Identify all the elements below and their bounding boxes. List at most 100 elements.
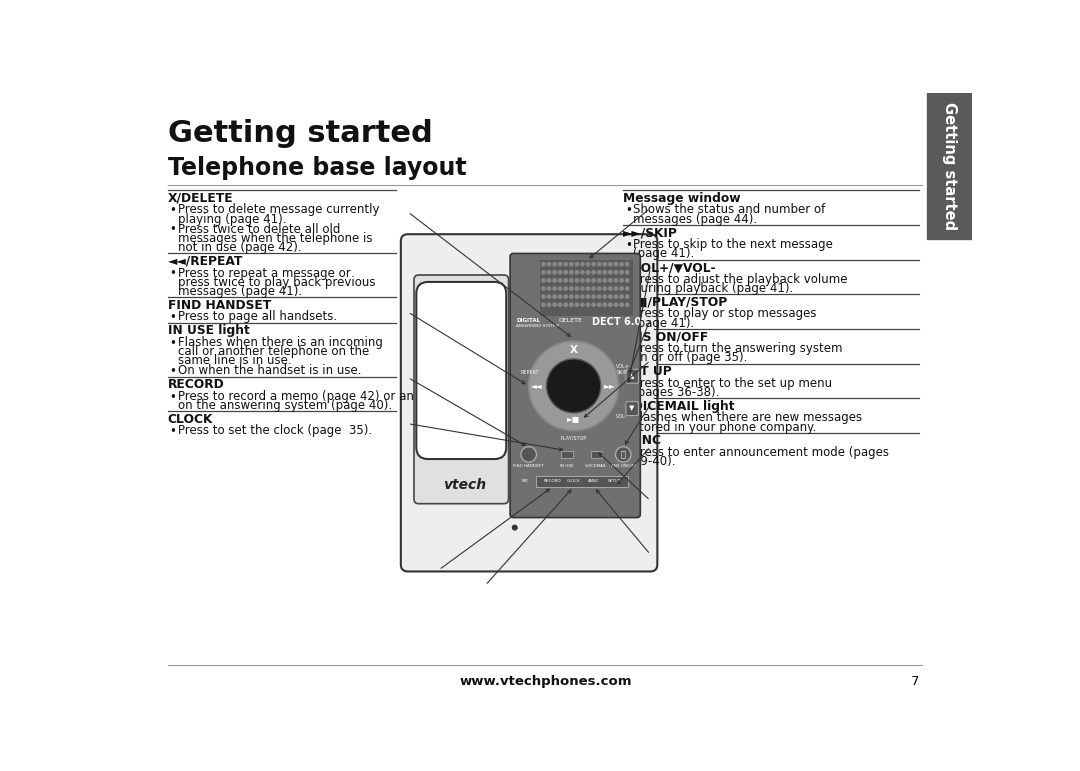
- Text: ◄◄/REPEAT: ◄◄/REPEAT: [167, 255, 243, 268]
- FancyBboxPatch shape: [414, 275, 509, 503]
- Text: •: •: [625, 239, 632, 252]
- Circle shape: [548, 303, 551, 306]
- Circle shape: [603, 271, 607, 274]
- Text: 7: 7: [910, 675, 919, 689]
- Circle shape: [615, 295, 618, 298]
- Text: Flashes when there are new messages: Flashes when there are new messages: [633, 411, 863, 424]
- Text: ANS ON/OFF: ANS ON/OFF: [623, 331, 708, 343]
- Text: DECT 6.0: DECT 6.0: [592, 318, 640, 328]
- Text: messages (page 41).: messages (page 41).: [177, 285, 301, 298]
- Circle shape: [553, 303, 556, 306]
- Circle shape: [569, 295, 573, 298]
- Circle shape: [609, 271, 612, 274]
- Circle shape: [586, 303, 590, 306]
- Text: •: •: [625, 378, 632, 390]
- Circle shape: [542, 295, 545, 298]
- Text: Press to set the clock (page  35).: Press to set the clock (page 35).: [177, 424, 372, 437]
- Circle shape: [553, 271, 556, 274]
- Circle shape: [529, 342, 619, 430]
- Circle shape: [625, 263, 629, 266]
- Circle shape: [625, 303, 629, 306]
- Circle shape: [620, 303, 623, 306]
- Text: RECORD: RECORD: [167, 379, 225, 391]
- Circle shape: [603, 263, 607, 266]
- Text: VOICEMAIL light: VOICEMAIL light: [623, 399, 734, 412]
- FancyBboxPatch shape: [626, 369, 638, 383]
- Text: Telephone base layout: Telephone base layout: [167, 156, 467, 180]
- Text: CLOCK: CLOCK: [167, 412, 213, 426]
- Circle shape: [553, 287, 556, 290]
- Text: SET UP: SET UP: [623, 365, 672, 378]
- Circle shape: [558, 287, 562, 290]
- Text: •: •: [170, 425, 176, 438]
- Text: SKIP: SKIP: [617, 371, 627, 375]
- Text: www.vtechphones.com: www.vtechphones.com: [459, 675, 632, 689]
- Text: •: •: [170, 204, 176, 217]
- Circle shape: [609, 287, 612, 290]
- Text: on or off (page 35).: on or off (page 35).: [633, 352, 747, 364]
- Circle shape: [609, 263, 612, 266]
- Circle shape: [542, 263, 545, 266]
- Circle shape: [546, 359, 600, 412]
- Circle shape: [548, 263, 551, 266]
- Circle shape: [586, 271, 590, 274]
- Text: ANS ON/OFF: ANS ON/OFF: [610, 463, 636, 468]
- Text: call or another telephone on the: call or another telephone on the: [177, 345, 369, 358]
- Text: Message window: Message window: [623, 192, 741, 205]
- Text: Press to enter announcement mode (pages: Press to enter announcement mode (pages: [633, 446, 889, 459]
- Text: Shows the status and number of: Shows the status and number of: [633, 204, 825, 217]
- Text: •: •: [625, 446, 632, 460]
- Text: VOICEMAIL: VOICEMAIL: [585, 463, 607, 468]
- Text: Press to adjust the playback volume: Press to adjust the playback volume: [633, 273, 848, 286]
- Text: Press to page all handsets.: Press to page all handsets.: [177, 311, 337, 323]
- Text: ANNC: ANNC: [588, 480, 599, 483]
- Text: Getting started: Getting started: [167, 120, 432, 149]
- Circle shape: [620, 295, 623, 298]
- Circle shape: [542, 287, 545, 290]
- Text: during playback (page 41).: during playback (page 41).: [633, 282, 794, 295]
- Circle shape: [576, 271, 579, 274]
- FancyBboxPatch shape: [416, 282, 507, 459]
- Circle shape: [581, 303, 584, 306]
- Bar: [540, 261, 633, 316]
- FancyBboxPatch shape: [510, 254, 640, 517]
- Text: ▲VOL+/▼VOL-: ▲VOL+/▼VOL-: [623, 261, 717, 274]
- Circle shape: [569, 287, 573, 290]
- Circle shape: [615, 287, 618, 290]
- Circle shape: [564, 303, 567, 306]
- Circle shape: [592, 295, 595, 298]
- Circle shape: [592, 278, 595, 282]
- Circle shape: [564, 287, 567, 290]
- Circle shape: [609, 303, 612, 306]
- Text: ▼: ▼: [629, 406, 634, 412]
- Circle shape: [620, 263, 623, 266]
- Text: Press to record a memo (page 42) or an announcement: Press to record a memo (page 42) or an a…: [177, 389, 507, 402]
- Text: VOL+: VOL+: [617, 365, 630, 369]
- Circle shape: [581, 278, 584, 282]
- Circle shape: [542, 278, 545, 282]
- Circle shape: [512, 525, 517, 530]
- Text: IN USE light: IN USE light: [167, 325, 249, 337]
- Text: 39-40).: 39-40).: [633, 455, 676, 468]
- Circle shape: [581, 271, 584, 274]
- Text: Press to enter to the set up menu: Press to enter to the set up menu: [633, 377, 833, 389]
- Circle shape: [592, 287, 595, 290]
- Bar: [591, 450, 603, 458]
- Circle shape: [581, 287, 584, 290]
- Circle shape: [548, 287, 551, 290]
- Text: ANSWERING SYSTEM: ANSWERING SYSTEM: [516, 324, 559, 328]
- Circle shape: [542, 271, 545, 274]
- Text: •: •: [170, 268, 176, 281]
- Circle shape: [581, 263, 584, 266]
- Text: press twice to play back previous: press twice to play back previous: [177, 276, 375, 289]
- Circle shape: [597, 278, 600, 282]
- Text: •: •: [170, 337, 176, 349]
- Circle shape: [625, 278, 629, 282]
- Text: same line is in use.: same line is in use.: [177, 355, 292, 367]
- Text: (page 41).: (page 41).: [633, 247, 694, 261]
- Circle shape: [597, 263, 600, 266]
- Circle shape: [615, 263, 618, 266]
- Circle shape: [620, 278, 623, 282]
- Circle shape: [615, 303, 618, 306]
- Text: IN USE: IN USE: [559, 463, 573, 468]
